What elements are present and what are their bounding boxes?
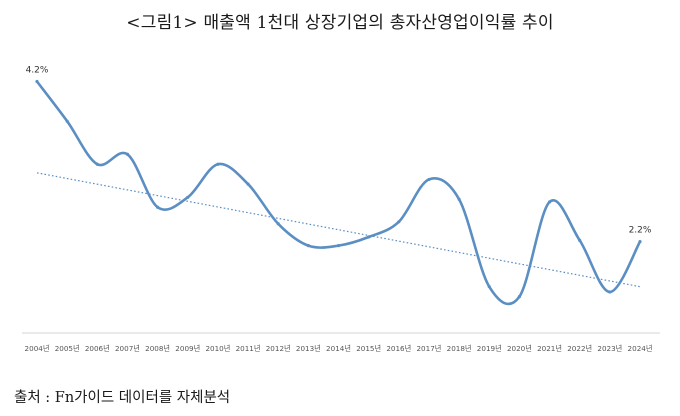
x-tick-label: 2013년 bbox=[296, 344, 321, 353]
data-point bbox=[35, 79, 39, 84]
x-tick-label: 2015년 bbox=[356, 344, 381, 353]
data-point bbox=[487, 285, 491, 289]
data-point bbox=[65, 119, 69, 123]
x-tick-label: 2023년 bbox=[597, 344, 622, 353]
trend-line bbox=[36, 172, 641, 288]
x-tick-label: 2014년 bbox=[326, 344, 351, 353]
data-point bbox=[638, 240, 642, 244]
data-point bbox=[125, 152, 130, 156]
x-tick-label: 2024년 bbox=[628, 344, 653, 353]
data-point bbox=[517, 294, 522, 299]
data-point bbox=[216, 162, 220, 166]
x-tick-label: 2011년 bbox=[236, 344, 261, 353]
data-label: 2.2% bbox=[629, 226, 652, 236]
data-points bbox=[35, 79, 642, 299]
x-tick-label: 2018년 bbox=[447, 344, 472, 353]
x-tick-label: 2019년 bbox=[477, 344, 502, 353]
data-labels: 4.2% 2.2% bbox=[26, 65, 652, 235]
data-point bbox=[578, 238, 582, 242]
x-tick-label: 2007년 bbox=[115, 344, 140, 353]
x-tick-label: 2022년 bbox=[567, 344, 592, 353]
x-tick-label: 2006년 bbox=[85, 344, 110, 353]
data-point bbox=[397, 220, 401, 224]
x-tick-label: 2009년 bbox=[175, 344, 200, 353]
x-tick-label: 2020년 bbox=[507, 344, 532, 353]
series-line bbox=[35, 80, 642, 306]
data-point bbox=[427, 177, 431, 182]
data-point bbox=[186, 195, 190, 199]
x-tick-label: 2004년 bbox=[25, 344, 50, 353]
data-point bbox=[156, 205, 160, 209]
x-tick-label: 2010년 bbox=[205, 344, 230, 353]
data-point bbox=[336, 244, 341, 248]
x-tick-label: 2016년 bbox=[386, 344, 411, 353]
data-point bbox=[95, 162, 99, 166]
x-tick-label: 2005년 bbox=[55, 344, 80, 353]
x-tick-label: 2017년 bbox=[416, 344, 441, 353]
data-point bbox=[367, 235, 371, 239]
x-tick-label: 2012년 bbox=[266, 344, 291, 353]
data-point bbox=[547, 200, 552, 204]
x-tick-label: 2008년 bbox=[145, 344, 170, 353]
x-tick-labels: 2004년 2005년 2006년 2007년 2008년 2009년 2010년 2011년… bbox=[25, 344, 653, 353]
source-note: 출처 : Fn가이드 데이터를 자체분석 bbox=[14, 390, 231, 406]
data-point bbox=[246, 182, 250, 186]
data-point bbox=[457, 197, 461, 201]
data-label: 4.2% bbox=[26, 65, 49, 75]
data-point bbox=[306, 244, 310, 248]
data-point bbox=[608, 290, 612, 294]
data-point bbox=[276, 222, 280, 226]
chart-title: <그림1> 매출액 1천대 상장기업의 총자산영업이익률 추이 bbox=[126, 13, 554, 33]
x-tick-label: 2021년 bbox=[537, 344, 562, 353]
